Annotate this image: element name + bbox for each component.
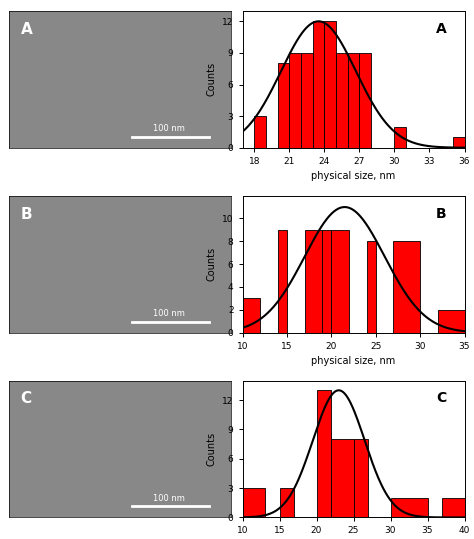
Bar	[322, 230, 331, 333]
Bar	[324, 22, 336, 148]
X-axis label: physical size, nm: physical size, nm	[311, 356, 396, 366]
Bar	[254, 116, 266, 148]
Bar	[243, 488, 265, 517]
Bar	[393, 241, 420, 333]
Bar	[336, 53, 348, 148]
Bar	[301, 53, 313, 148]
Bar	[317, 390, 331, 517]
Text: C: C	[437, 391, 447, 405]
Text: 100 nm: 100 nm	[154, 125, 185, 133]
Bar	[391, 498, 428, 517]
Bar	[331, 230, 349, 333]
Bar	[331, 439, 354, 517]
X-axis label: physical size, nm: physical size, nm	[311, 171, 396, 181]
Bar	[438, 310, 465, 333]
Bar	[278, 230, 287, 333]
Y-axis label: Counts: Counts	[207, 432, 217, 466]
Bar	[280, 488, 294, 517]
Y-axis label: Counts: Counts	[207, 62, 217, 96]
Text: 100 nm: 100 nm	[154, 494, 185, 503]
Bar	[313, 22, 324, 148]
Bar	[289, 53, 301, 148]
Bar	[442, 498, 465, 517]
Text: B: B	[20, 206, 32, 222]
Bar	[453, 137, 465, 148]
Bar	[354, 439, 368, 517]
Bar	[367, 241, 376, 333]
Bar	[348, 53, 359, 148]
Y-axis label: Counts: Counts	[207, 247, 217, 281]
Bar	[359, 53, 371, 148]
Text: B: B	[436, 206, 447, 220]
Text: A: A	[436, 22, 447, 36]
Bar	[394, 127, 406, 148]
Text: A: A	[20, 22, 32, 37]
Bar	[243, 299, 260, 333]
Text: C: C	[20, 391, 32, 406]
Bar	[278, 64, 289, 148]
Text: 100 nm: 100 nm	[154, 309, 185, 318]
Bar	[305, 230, 322, 333]
